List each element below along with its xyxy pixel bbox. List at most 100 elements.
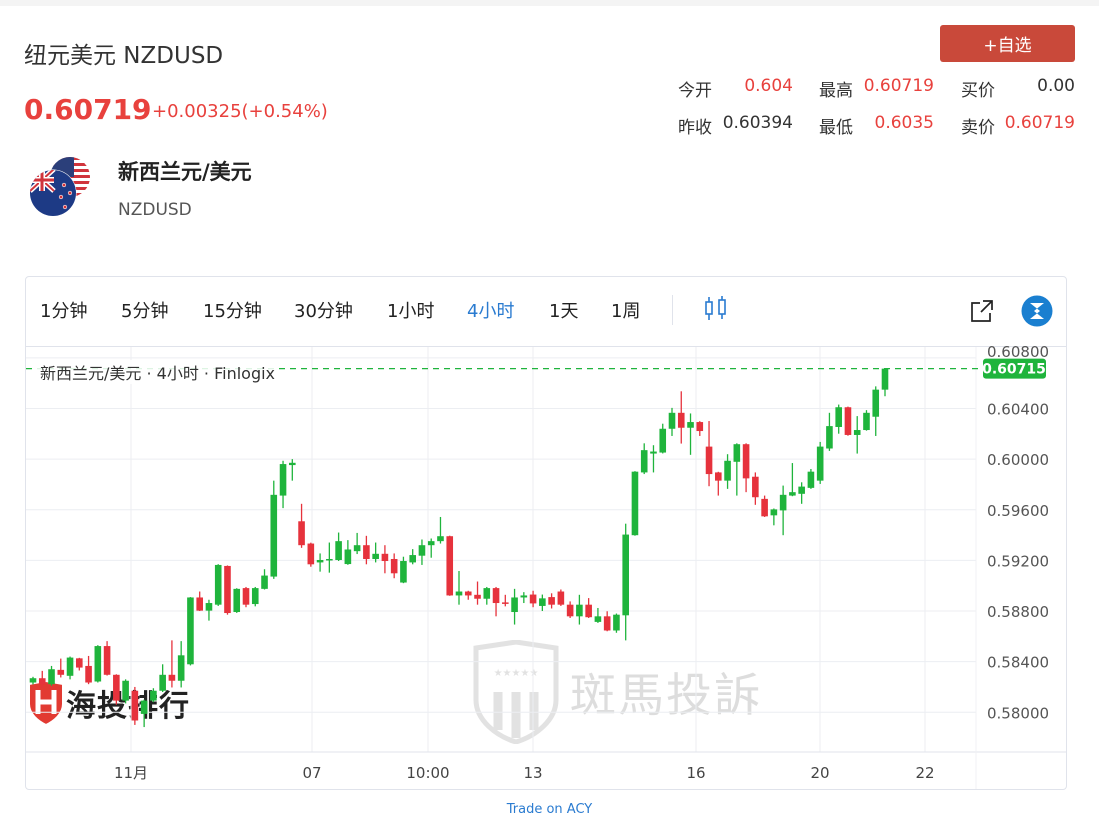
candle-body [242, 588, 250, 605]
candle-body [853, 430, 861, 435]
candle-body [372, 553, 379, 559]
candle-body [261, 575, 268, 589]
candle-body [835, 407, 842, 427]
candle-body [94, 646, 102, 682]
candle-body [752, 476, 759, 498]
candle-body [353, 545, 361, 552]
interval-tab[interactable]: 15分钟 [203, 301, 262, 322]
candlestick-icon[interactable] [704, 296, 728, 326]
candlestick-chart[interactable]: 0.58000 0.58400 0.58800 0.59200 0.59600 0.600… [26, 343, 1066, 789]
candle-body [761, 498, 768, 517]
candle-body [427, 541, 435, 546]
candle-body [659, 428, 667, 453]
candle-body [881, 368, 889, 390]
candle-body [418, 545, 426, 556]
candle-body [122, 680, 129, 701]
chart-legend: 新西兰元/美元 · 4小时 · Finlogix [36, 360, 280, 384]
stat-label: 最低 [819, 118, 853, 138]
candle-body [807, 471, 815, 488]
candle-body [224, 565, 231, 614]
interval-tab[interactable]: 1小时 [387, 301, 435, 322]
candle-body [585, 604, 592, 618]
candle-body [57, 669, 65, 675]
candle-body [539, 598, 546, 606]
stat-label: 今开 [678, 81, 712, 101]
candle-body [400, 561, 407, 583]
candle-body [103, 646, 111, 675]
y-tick-label: 0.58400 [987, 654, 1049, 672]
candle-body [66, 657, 74, 676]
candle-body [511, 597, 518, 613]
candle-body [316, 560, 324, 563]
external-link-icon[interactable] [970, 299, 994, 327]
candle-body [409, 555, 416, 563]
finlogix-logo-icon[interactable] [1021, 295, 1053, 331]
candle-body [251, 588, 259, 605]
candle-body [233, 588, 241, 613]
x-tick-label: 16 [686, 764, 705, 782]
candle-body [844, 407, 852, 435]
candle-body [798, 486, 805, 494]
stat-value: 0.00 [1037, 76, 1075, 96]
candle-body [159, 674, 166, 691]
candle-body [603, 616, 611, 631]
watermark-right-text: 斑馬投訴 [570, 668, 762, 722]
candle-body [474, 594, 481, 599]
candle-body [705, 446, 713, 475]
interval-tab[interactable]: 1天 [549, 301, 579, 322]
stat-value: 0.60719 [1004, 113, 1075, 133]
interval-tab[interactable]: 4小时 [467, 301, 515, 322]
stat-label: 昨收 [678, 118, 712, 138]
x-tick-label: 13 [523, 764, 542, 782]
candle-body [715, 472, 722, 481]
x-tick-label: 07 [302, 764, 321, 782]
candle-body [38, 678, 46, 685]
svg-text:★★★★★: ★★★★★ [494, 668, 539, 679]
candle-body [48, 669, 55, 685]
candle-body [307, 543, 315, 565]
candle-body [177, 655, 185, 681]
price-change: +0.00325(+0.54%) [152, 101, 328, 122]
trade-on-acy-link[interactable]: Trade on ACY [506, 802, 593, 817]
candle-body [668, 412, 676, 429]
candle-body [576, 604, 583, 617]
toolbar-bottom-border [26, 346, 1066, 347]
zebra-shield-icon: ★★★★★ [473, 640, 559, 744]
candle-body [640, 450, 648, 473]
candle-body [872, 389, 880, 417]
interval-tab[interactable]: 30分钟 [294, 301, 353, 322]
watermark-zebra: ★★★★★ 斑馬投訴 [470, 640, 762, 744]
candle-body [863, 412, 870, 431]
candle-body [76, 658, 83, 668]
current-price: 0.60719 [24, 93, 152, 126]
candle-body [724, 460, 731, 481]
chart-widget [25, 276, 1067, 790]
stat-label: 最高 [819, 81, 853, 101]
candle-body [29, 678, 37, 683]
candle-body [85, 665, 92, 683]
candle-body [631, 471, 639, 536]
candle-body [205, 603, 213, 611]
page-title: 纽元美元 NZDUSD [24, 43, 224, 69]
candle-body [390, 558, 398, 574]
candle-body [270, 494, 278, 577]
x-tick-label: 22 [915, 764, 934, 782]
interval-tab[interactable]: 5分钟 [121, 301, 169, 322]
interval-tab[interactable]: 1周 [611, 301, 641, 322]
candle-body [677, 412, 685, 428]
stat-value: 0.6035 [874, 113, 934, 133]
candle-body [529, 594, 537, 604]
interval-tab[interactable]: 1分钟 [40, 301, 88, 322]
candle-body [437, 536, 444, 542]
candle-body [168, 674, 176, 681]
stat-label: 买价 [961, 81, 995, 101]
stat-value: 0.60719 [863, 76, 934, 96]
candle-body [279, 464, 287, 496]
y-tick-label: 0.60400 [987, 401, 1049, 419]
candle-body [622, 534, 629, 616]
candle-body [816, 446, 824, 481]
candle-body [520, 595, 528, 598]
candle-body [381, 553, 389, 562]
candle-body [492, 588, 500, 604]
add-watchlist-button[interactable]: +自选 [940, 25, 1075, 62]
